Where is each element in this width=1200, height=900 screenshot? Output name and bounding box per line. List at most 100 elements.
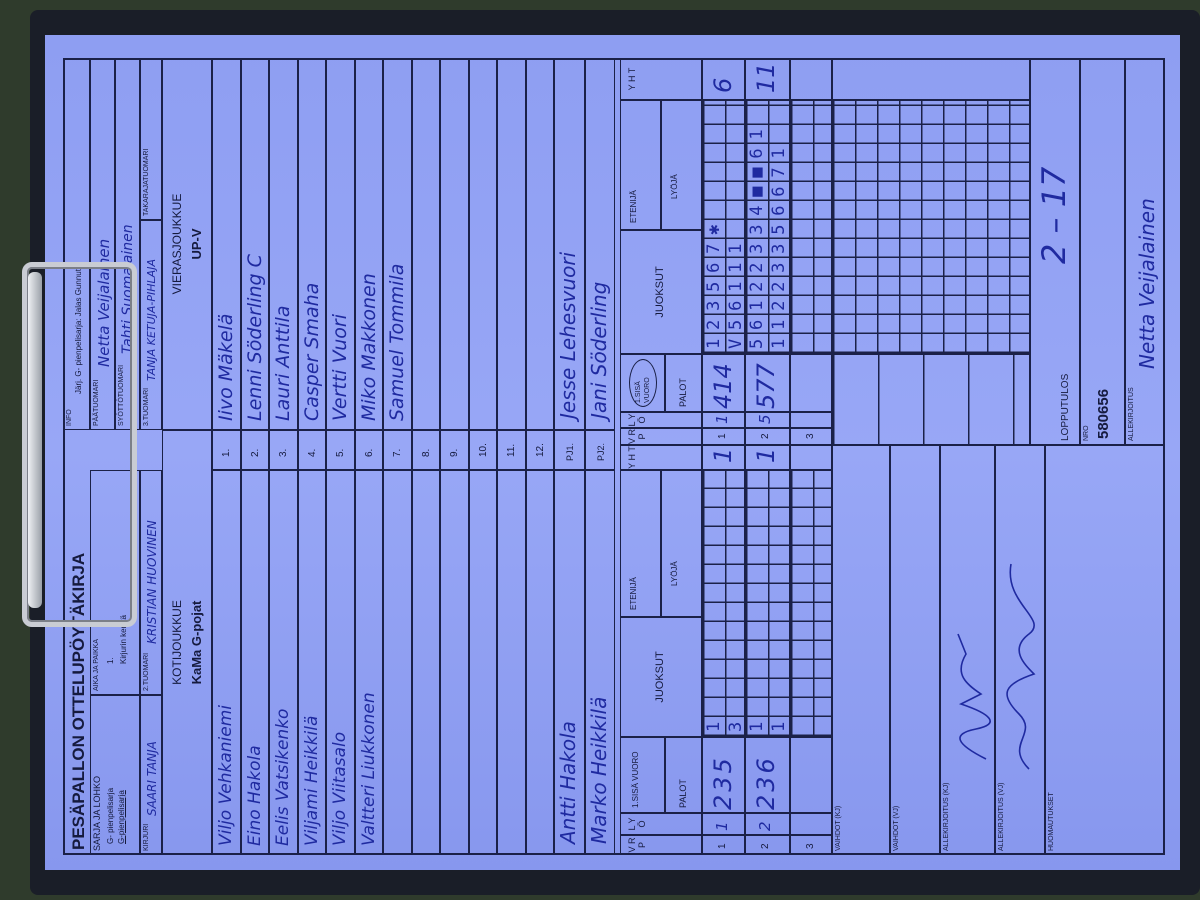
visitor-player-name: Lauri Anttila [272, 305, 294, 421]
visitor-runs-grid: 123567✱ V56111 [702, 100, 746, 354]
visitor-player-row [440, 58, 469, 430]
first-inning-circled: 1.SISÄ VUORO [629, 359, 657, 407]
visitor-coach-row: Jesse Lehesvuori [554, 58, 585, 430]
signature-label: ALLEKIRJOITUS [1128, 387, 1135, 441]
visitor-period: 3 [790, 428, 832, 445]
home-coach-row: Antti Hakola [554, 470, 585, 855]
home-outs-cell: 235 [702, 737, 745, 813]
series-value-2: G-pienpelisarja [117, 790, 126, 844]
home-player-row [440, 470, 469, 855]
time-place-label: AIKA JA PAIKKA [93, 638, 100, 691]
home-team-name: KaMa G-pojat [189, 600, 204, 685]
home-total-header: Y H T [620, 445, 702, 470]
home-player-row: Viljo Viitasalo [326, 470, 355, 855]
runs-sequence-bottom: V56111 [726, 234, 746, 349]
visitor-runs-grid [790, 100, 832, 354]
visitor-batter-cell [790, 412, 832, 428]
visitor-batter-header: L Y Ö [620, 412, 702, 428]
visitor-coach-name: Jani Söderling [586, 281, 611, 419]
visitor-batter-cell: 5 [745, 412, 790, 428]
sign-visitor-cell: ALLEKIRJOITUS (VJ) [995, 445, 1045, 855]
visitor-player-row: Lauri Anttila [269, 58, 298, 430]
home-first-inning-header: 1.SISÄ VUORO [620, 737, 665, 813]
home-batter-cell: 2 [745, 813, 790, 835]
home-runs-grid [790, 470, 832, 737]
scoresheet: PESÄPALLON OTTELUPÖYTÄKIRJA SARJA JA LOH… [45, 35, 1180, 870]
back-umpire-label: TAKARAJATUOMARI [143, 148, 150, 216]
series-cell: SARJA JA LOHKO G- pienpelisarja G-pienpe… [90, 695, 140, 855]
visitor-player-row: Miko Makkonen [354, 58, 383, 430]
player-number: 2. [240, 430, 269, 470]
visitor-player-row: Lenni Söderling C [240, 58, 269, 430]
home-period: 3 [790, 835, 832, 855]
subs-visitor-label: VAIHDOT (VJ) [893, 805, 900, 851]
player-number: 1. [212, 430, 241, 470]
scribe-value: SAARI TANJA [145, 741, 159, 816]
visitor-outs-cell: 577 [745, 354, 790, 412]
series-value: G- pienpelisarja [106, 787, 115, 844]
visitor-total-cell: 11 [745, 58, 790, 100]
visitor-first-inning-header: 1.SISÄ VUORO [620, 354, 665, 412]
home-runs-header: JUOKSUT [620, 617, 702, 737]
visitor-player-row [497, 58, 526, 430]
visitor-player-name: Miko Makkonen [357, 273, 380, 421]
remarks-label: HUOMAUTUKSET [1048, 792, 1055, 851]
player-number: 7. [383, 430, 412, 470]
visitor-extra-total [832, 58, 1030, 100]
player-number: 4. [297, 430, 326, 470]
visitor-coach-signature [1006, 563, 1036, 770]
home-player-name: Valtteri Liukkonen [358, 692, 379, 846]
visitor-player-row: Iivo Mäkelä [212, 58, 241, 430]
runs-sequence-top: 1 [704, 712, 724, 732]
back-umpire-cell: TAKARAJATUOMARI [140, 58, 162, 220]
visitor-player-row: Samuel Tommila [383, 58, 412, 430]
umpire2-label: 2.TUOMARI [143, 652, 150, 691]
remarks-cell: HUOMAUTUKSET [1045, 445, 1165, 855]
player-number: 9. [440, 430, 469, 470]
signature-cell: ALLEKIRJOITUS Netta Veijalainen [1125, 58, 1165, 445]
visitor-total-header: Y H T [620, 58, 702, 100]
visitor-player-name: Casper Smaha [300, 282, 323, 421]
visitor-player-name: Iivo Mäkelä [215, 313, 237, 421]
home-coach-signature [957, 633, 991, 760]
home-player-name: Viljami Heikkilä [301, 715, 322, 846]
home-outs-cell: 236 [745, 737, 790, 813]
time-value: 1. [106, 657, 115, 664]
home-outs-cell [790, 737, 832, 813]
home-player-row: Eino Hakola [240, 470, 269, 855]
visitor-player-row: Casper Smaha [297, 58, 326, 430]
home-batter-header: L Y Ö [620, 813, 702, 835]
home-total-cell [790, 445, 832, 470]
runs-sequence-bottom: 11223356671 [769, 139, 789, 349]
visitor-runs-grid: 56122334■■61 11223356671 [745, 100, 790, 354]
player-number: 6. [354, 430, 383, 470]
home-period: 1 [702, 835, 745, 855]
home-player-row [411, 470, 440, 855]
umpire2-cell: 2.TUOMARI KRISTIAN HUOVINEN [140, 470, 162, 695]
runs-sequence-top: 56122334■■61 [747, 120, 767, 349]
visitor-runs-header: JUOKSUT [620, 230, 702, 354]
subs-home-label: VAIHDOT (KJ) [835, 805, 842, 851]
umpire3-value: TANJA KETUJA-PIHLAJA [145, 259, 158, 381]
signature-value: Netta Veijalainen [1135, 198, 1159, 369]
home-player-row: Valtteri Liukkonen [354, 470, 383, 855]
home-player-name: Eino Hakola [244, 745, 265, 846]
home-player-row [525, 470, 554, 855]
clipboard-clip [22, 262, 137, 627]
visitor-team-name: UP-V [189, 228, 204, 260]
home-player-row [497, 470, 526, 855]
player-number: 11. [497, 430, 526, 470]
umpire3-cell: 3.TUOMARI TANJA KETUJA-PIHLAJA [140, 220, 162, 430]
home-runner-header: ETENIJÄ [620, 470, 661, 617]
visitor-outs-header: PALOT [665, 354, 702, 412]
visitor-coach-row: Jani Söderling [584, 58, 615, 430]
umpire3-label: 3.TUOMARI [143, 387, 150, 426]
home-batter-cell: 1 [702, 813, 745, 835]
visitor-team-label: VIERASJOUKKUE [170, 193, 184, 295]
visitor-period-header: V R P [620, 428, 702, 445]
home-player-name: Viljo Vehkaniemi [216, 705, 236, 846]
home-coach-name: Antti Hakola [556, 721, 580, 844]
home-player-row: Viljami Heikkilä [297, 470, 326, 855]
